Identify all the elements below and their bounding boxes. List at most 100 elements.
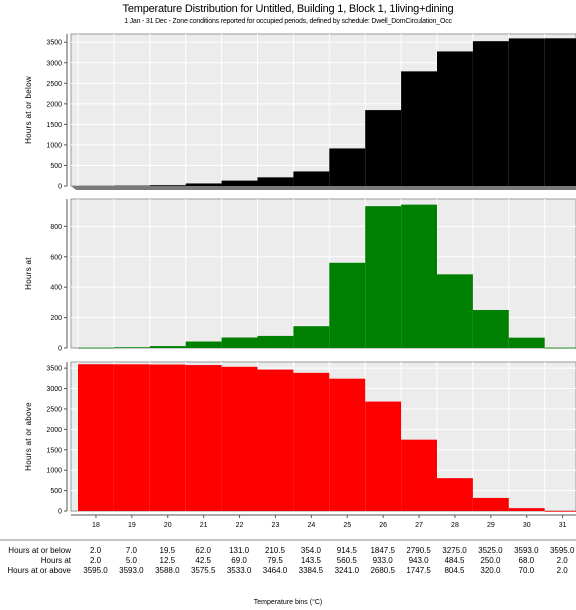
- y-tick-label: 500: [50, 163, 62, 170]
- y-tick-label: 2000: [46, 101, 62, 108]
- table-cell: 3525.0: [478, 546, 503, 555]
- bar-25: [329, 262, 366, 348]
- table-cell: 914.5: [336, 546, 357, 555]
- table-cell: 943.0: [408, 556, 429, 565]
- table-cell: 1747.5: [406, 566, 431, 575]
- y-tick-label: 2000: [46, 427, 62, 434]
- y-tick-label: 1000: [46, 468, 62, 475]
- bar-28: [437, 51, 473, 187]
- bar-20: [149, 346, 186, 348]
- y-tick-label: 3500: [46, 40, 62, 47]
- panel-cumulative-below: 0 500 1000 1500 2000 2500 3000 3500 Hours at or …: [24, 33, 576, 191]
- table-cell: 19.5: [159, 546, 176, 555]
- bar-25: [329, 378, 366, 511]
- table-cell: 5.0: [125, 556, 137, 565]
- x-tick-label: 23: [272, 522, 280, 529]
- table-row-label: Hours at or above: [7, 566, 71, 575]
- x-tick-label: 18: [92, 522, 100, 529]
- bar-22: [221, 337, 258, 348]
- table-cell: 131.0: [229, 546, 250, 555]
- bar-31: [544, 347, 576, 349]
- bar-21: [185, 341, 222, 348]
- table-cell: 3384.5: [298, 566, 324, 575]
- x-tick-label: 27: [415, 522, 423, 529]
- y-tick-label: 1500: [46, 122, 62, 129]
- y-tick-label: 1500: [46, 447, 62, 454]
- bar-23: [257, 177, 294, 186]
- y-tick-label: 600: [50, 254, 62, 261]
- x-tick-label: 21: [200, 522, 208, 529]
- x-tick-label: 25: [343, 522, 351, 529]
- table-row: Hours at or below 2.0 7.0 19.5 62.0 131.0 210.…: [0, 546, 576, 556]
- chart-subtitle: 1 Jan - 31 Dec - Zone conditions reporte…: [124, 18, 452, 25]
- table-cell: 210.5: [264, 546, 286, 555]
- bar-31: [544, 510, 576, 512]
- y-axis-title: Hours at or below: [24, 76, 33, 144]
- table-cell: 3241.0: [334, 566, 360, 575]
- bar-21: [185, 365, 222, 511]
- table-cell: 2680.5: [370, 566, 395, 575]
- table-cell: 42.5: [195, 556, 211, 565]
- table-cell: 933.0: [372, 556, 393, 565]
- bar-23: [257, 335, 294, 348]
- x-tick-label: 31: [559, 522, 567, 529]
- bar-22: [221, 366, 258, 511]
- table-cell: 3595.0: [83, 566, 108, 575]
- table-row-label: Hours at: [40, 556, 71, 565]
- table-cell: 3588.0: [155, 566, 180, 575]
- x-tick-label: 20: [164, 522, 172, 529]
- bar-29: [472, 41, 509, 186]
- table-cell: 3275.0: [442, 546, 467, 555]
- bar-22: [221, 180, 258, 186]
- bar-24: [293, 171, 330, 186]
- y-tick-label: 3000: [46, 60, 62, 67]
- table-cell: 354.0: [300, 546, 321, 555]
- table-cell: 70.0: [518, 566, 535, 575]
- table-cell: 12.5: [159, 556, 176, 565]
- table-cell: 3593.0: [119, 566, 144, 575]
- y-tick-label: 0: [58, 509, 62, 516]
- bar-23: [257, 369, 294, 511]
- table-cell: 2.0: [556, 556, 568, 565]
- table-row: Hours at or above 3595.0 3593.0 3588.0 3575.…: [0, 566, 576, 576]
- table-cell: 320.0: [480, 566, 501, 575]
- bar-30: [508, 508, 545, 511]
- table-cell: 250.0: [480, 556, 501, 565]
- y-tick-label: 500: [50, 488, 62, 495]
- bar-24: [293, 326, 330, 348]
- table-cell: 804.5: [444, 566, 465, 575]
- y-tick-label: 2500: [46, 406, 62, 413]
- x-tick-label: 24: [307, 522, 315, 529]
- bar-19: [113, 364, 150, 511]
- table-cell: 2.0: [556, 566, 568, 575]
- bar-27: [401, 71, 437, 186]
- y-tick-label: 0: [58, 184, 62, 191]
- table-cell: 3593.0: [514, 546, 539, 555]
- bar-30: [508, 337, 545, 348]
- table-cell: 143.5: [300, 556, 321, 565]
- y-tick-label: 0: [58, 346, 62, 353]
- table-cell: 79.5: [267, 556, 283, 565]
- table-cell: 3575.5: [190, 566, 216, 575]
- bar-28: [437, 274, 473, 348]
- table-cell: 3533.0: [226, 566, 252, 575]
- bar-25: [329, 148, 366, 186]
- table-cell: 3595.0: [549, 546, 575, 555]
- bar-20: [149, 185, 186, 186]
- table-cell: 1847.5: [370, 546, 395, 555]
- table-cell: 3464.0: [262, 566, 288, 575]
- x-tick-label: 19: [128, 522, 136, 529]
- x-tick-label: 22: [236, 522, 244, 529]
- chart-title: Temperature Distribution for Untitled, B…: [122, 3, 454, 15]
- bar-26: [365, 401, 402, 511]
- y-tick-label: 400: [50, 285, 62, 292]
- bar-24: [293, 372, 330, 511]
- y-tick-label: 800: [50, 224, 62, 231]
- x-axis: 18 19 20 21 22 23 24 25 26 27 28 29 30 31: [0, 514, 576, 541]
- x-axis-title: Temperature bins (°C): [253, 599, 323, 606]
- table-cell: 2.0: [89, 546, 102, 555]
- table-cell: 62.0: [195, 546, 211, 555]
- y-axis-title: Hours at: [24, 257, 33, 290]
- y-tick-label: 3500: [46, 366, 62, 373]
